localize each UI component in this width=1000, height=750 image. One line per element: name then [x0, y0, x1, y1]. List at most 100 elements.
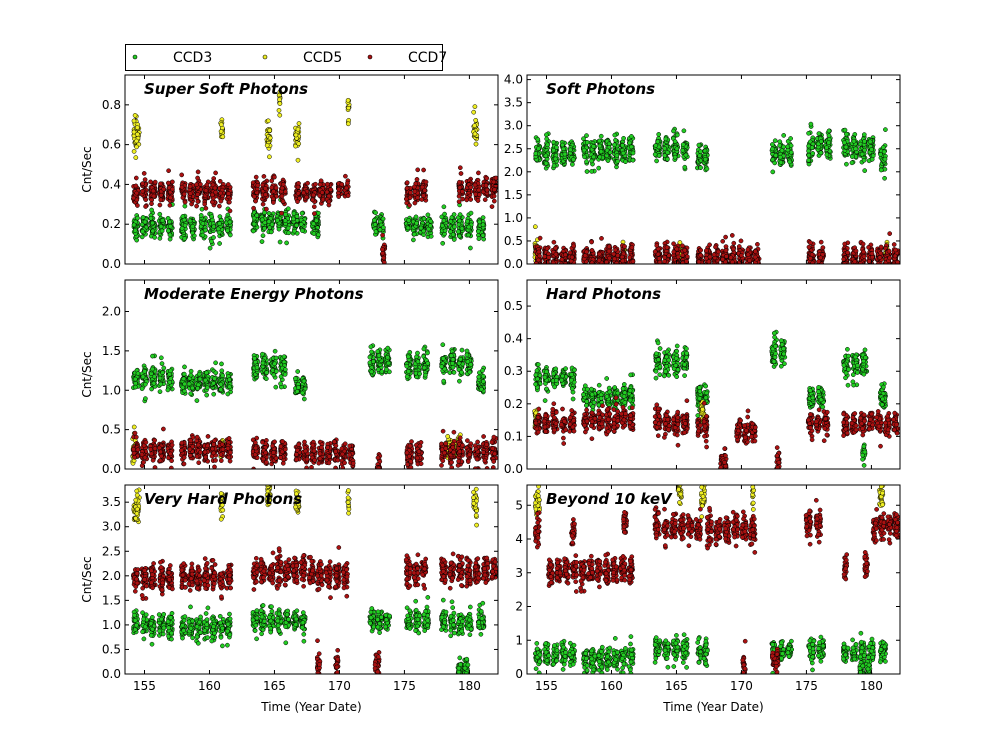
- data-point: [255, 183, 261, 188]
- data-point: [777, 143, 783, 148]
- data-point: [887, 231, 893, 236]
- data-point: [654, 158, 659, 164]
- data-point: [187, 184, 193, 189]
- data-points: [131, 89, 498, 264]
- data-point: [456, 199, 462, 205]
- data-point: [279, 210, 284, 216]
- data-point: [842, 140, 847, 146]
- data-point: [311, 204, 317, 210]
- data-point: [862, 168, 868, 173]
- data-point: [149, 207, 154, 213]
- data-point: [466, 224, 472, 230]
- data-point: [654, 243, 660, 248]
- data-point: [143, 197, 149, 203]
- data-point: [720, 238, 726, 244]
- data-point: [477, 192, 482, 198]
- data-point: [704, 166, 710, 172]
- data-point: [826, 140, 832, 146]
- data-point: [168, 368, 173, 374]
- data-point: [696, 142, 702, 148]
- legend-label-ccd3: CCD3: [173, 50, 212, 66]
- data-point: [182, 223, 188, 228]
- data-point: [665, 150, 670, 155]
- data-point: [167, 224, 173, 229]
- series-ccd5: [131, 89, 480, 163]
- data-point: [262, 226, 267, 231]
- data-point: [475, 198, 481, 203]
- data-point: [411, 231, 417, 237]
- data-point: [477, 219, 482, 225]
- data-point: [427, 223, 433, 229]
- data-point: [132, 376, 138, 382]
- data-point: [620, 150, 626, 156]
- data-point: [738, 253, 744, 258]
- data-point: [404, 180, 410, 185]
- data-point: [143, 204, 148, 209]
- data-point: [279, 185, 285, 191]
- data-point: [480, 222, 486, 228]
- data-point: [182, 381, 187, 387]
- data-point: [277, 97, 282, 102]
- data-point: [133, 155, 139, 160]
- data-point: [279, 193, 285, 199]
- data-point: [787, 159, 793, 165]
- data-point: [181, 191, 187, 197]
- data-point: [606, 248, 612, 254]
- data-point: [818, 239, 824, 245]
- data-point: [809, 252, 815, 258]
- data-point: [810, 151, 816, 156]
- data-point: [181, 376, 187, 382]
- data-point: [411, 184, 417, 190]
- data-point: [589, 158, 594, 164]
- data-point: [157, 211, 163, 217]
- data-point: [615, 253, 621, 258]
- data-point: [269, 185, 275, 190]
- data-point: [457, 179, 462, 185]
- data-point: [591, 154, 596, 160]
- data-point: [381, 225, 386, 230]
- data-point: [476, 170, 481, 176]
- data-point: [630, 150, 636, 156]
- data-point: [627, 140, 632, 146]
- data-point: [599, 236, 604, 241]
- data-point: [133, 384, 138, 390]
- data-point: [806, 130, 811, 136]
- data-point: [134, 125, 140, 130]
- data-point: [672, 154, 678, 160]
- data-point: [628, 144, 634, 150]
- data-point: [142, 177, 148, 182]
- data-point: [311, 221, 316, 227]
- data-point: [419, 184, 425, 190]
- data-point: [683, 152, 689, 158]
- data-point: [698, 252, 704, 258]
- data-point: [380, 232, 385, 238]
- data-point: [630, 157, 636, 163]
- data-point: [567, 250, 573, 256]
- data-point: [455, 229, 461, 235]
- data-point: [285, 225, 291, 231]
- data-points: [532, 121, 900, 264]
- data-point: [204, 370, 209, 376]
- data-point: [849, 160, 855, 166]
- data-point: [704, 248, 709, 253]
- data-point: [598, 149, 604, 155]
- data-point: [853, 146, 858, 152]
- data-point: [858, 261, 863, 264]
- data-point: [878, 167, 884, 173]
- data-point: [194, 203, 199, 209]
- data-point: [170, 179, 175, 185]
- data-point: [464, 197, 470, 203]
- data-point: [448, 229, 453, 235]
- data-point: [227, 199, 232, 205]
- data-point: [264, 143, 270, 148]
- data-point: [723, 244, 729, 249]
- data-point: [674, 132, 680, 138]
- data-point: [852, 259, 858, 264]
- data-point: [598, 133, 604, 139]
- data-point: [190, 224, 196, 229]
- data-point: [167, 202, 173, 208]
- data-point: [209, 192, 215, 198]
- series-ccd3: [131, 197, 487, 251]
- data-point: [151, 380, 157, 386]
